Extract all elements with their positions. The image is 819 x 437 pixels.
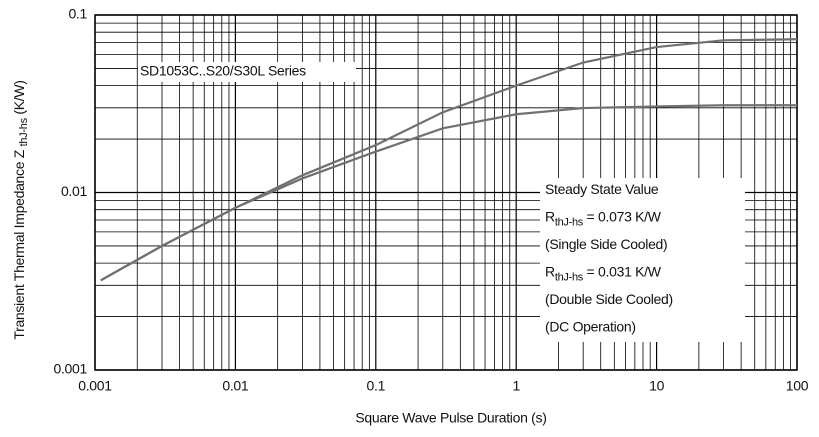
annotation-line: (Double Side Cooled) [545,291,673,307]
x-tick-label: 10 [649,378,664,394]
x-tick-label: 0.01 [222,378,249,394]
annotation-line: (Single Side Cooled) [545,236,667,252]
annotation-line: (DC Operation) [545,318,636,334]
annotation-sub: thJ-hs [555,216,584,228]
annotation-line: RthJ-hs = 0.031 K/W [545,263,662,283]
annotation-text: Steady State Value [545,181,659,197]
label-bg [138,62,356,82]
annotation-rest: = 0.031 K/W [583,263,662,279]
y-axis-label-rest: (K/W) [11,80,27,118]
y-axis-label: Transient Thermal Impedance Z thJ-hs (K/… [11,80,30,339]
y-axis-label-sub: thJ-hs [18,117,30,146]
y-tick-label: 0.1 [68,6,87,22]
x-tick-label: 0.1 [367,378,386,394]
annotation-text: (Double Side Cooled) [545,291,673,307]
y-tick-label: 0.01 [61,183,88,199]
series-label: SD1053C..S20/S30L Series [140,63,306,79]
annotation-sub: thJ-hs [555,271,584,283]
x-axis-label: Square Wave Pulse Duration (s) [355,410,546,426]
x-tick-label: 1 [512,378,520,394]
annotation-bg [540,178,745,342]
annotation-line: Steady State Value [545,181,659,197]
series-line [100,104,797,282]
annotation-line: RthJ-hs = 0.073 K/W [545,208,662,228]
y-axis-label-text: Transient Thermal Impedance Z [11,146,27,339]
x-tick-label: 100 [786,378,809,394]
annotation-text: (Single Side Cooled) [545,236,667,252]
x-tick-label: 0.001 [78,378,112,394]
annotation-text: (DC Operation) [545,318,636,334]
annotation-text: R [545,263,555,279]
annotation-text: R [545,208,555,224]
annotation-rest: = 0.073 K/W [583,208,662,224]
y-tick-label: 0.001 [53,361,87,377]
